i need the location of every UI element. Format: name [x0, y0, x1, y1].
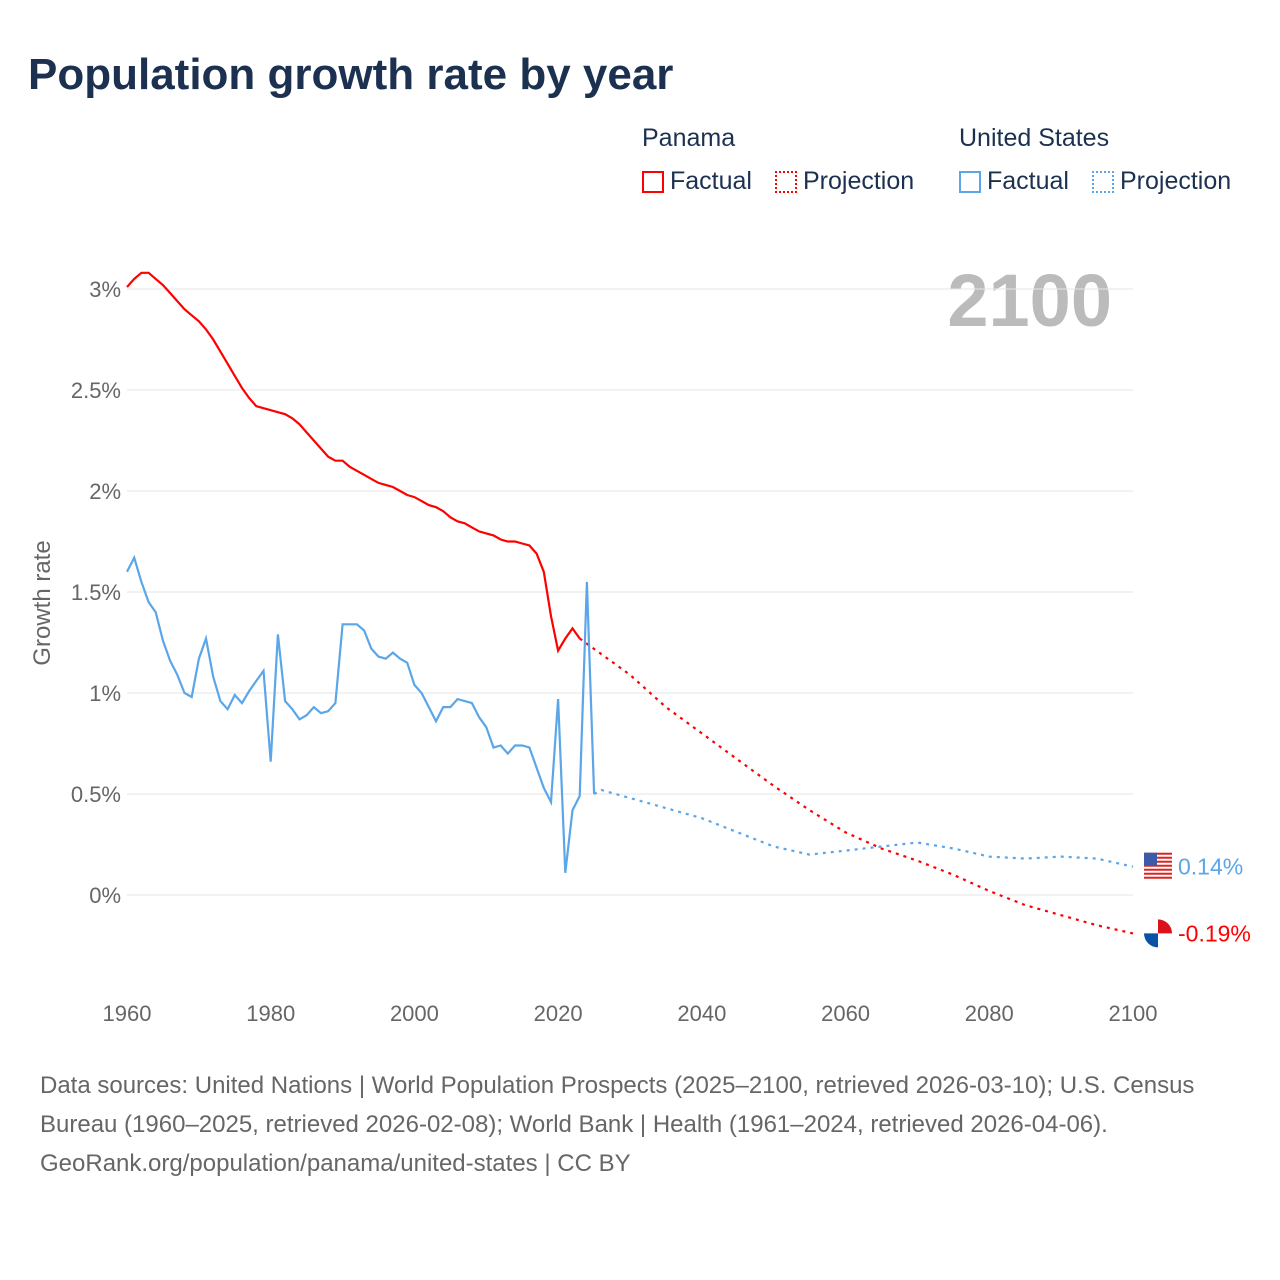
us-flag-stripe — [1144, 872, 1172, 875]
legend-swatch-dotted — [775, 170, 797, 193]
y-axis-label: Growth rate — [29, 540, 56, 665]
legend-swatch-dotted — [1092, 170, 1114, 193]
y-tick-label: 1.5% — [71, 580, 121, 605]
us-end-value-label: 0.14% — [1178, 854, 1243, 880]
us-flag-stripe — [1144, 860, 1172, 863]
source-credit[interactable]: GeoRank.org/population/panama/united-sta… — [40, 1150, 631, 1177]
us-flag-stripe — [1144, 856, 1172, 859]
y-tick-label: 0.5% — [71, 782, 121, 807]
us-flag-stripe — [1144, 868, 1172, 871]
x-tick-label: 2080 — [965, 1001, 1014, 1026]
source-text: Data sources: United Nations | World Pop… — [40, 1072, 1195, 1138]
panama-flag-red — [1158, 919, 1172, 934]
legend-swatch-solid — [642, 170, 664, 193]
legend-group-united-states: United States — [959, 124, 1110, 152]
legend-label: Projection — [803, 167, 915, 195]
x-tick-label: 2020 — [534, 1001, 583, 1026]
y-tick-label: 3% — [89, 277, 121, 302]
legend-us-projection[interactable]: Projection — [1092, 167, 1231, 196]
plot-area: Growth rate 0% 0.5% 1% 1.5% 2% 2.5% 3% 1960 1980… — [29, 271, 1251, 1026]
us-flag-stripe — [1144, 876, 1172, 879]
us-factual-line — [126, 554, 596, 873]
panama-projection-line — [579, 637, 1134, 935]
panama-flag-blue — [1144, 933, 1158, 948]
y-tick-label: 2% — [89, 479, 121, 504]
current-year-label: 2100 — [947, 259, 1112, 342]
y-tick-label: 0% — [89, 883, 121, 908]
panama-factual-line — [126, 271, 581, 654]
source-note: Data sources: United Nations | World Pop… — [40, 1066, 1220, 1183]
legend-panama-factual[interactable]: Factual — [642, 167, 752, 196]
x-tick-label: 2000 — [390, 1001, 439, 1026]
x-tick-label: 1980 — [246, 1001, 295, 1026]
legend-label: Factual — [987, 167, 1069, 195]
legend-us-factual[interactable]: Factual — [959, 167, 1069, 196]
legend-swatch-solid — [959, 170, 981, 193]
panama-end-value-label: -0.19% — [1178, 920, 1251, 946]
y-tick-label: 2.5% — [71, 378, 121, 403]
y-tick-label: 1% — [89, 681, 121, 706]
x-tick-label: 2060 — [821, 1001, 870, 1026]
chart-title: Population growth rate by year — [28, 50, 674, 99]
x-tick-label: 1960 — [103, 1001, 152, 1026]
us-flag-stripe — [1144, 852, 1172, 855]
legend-label: Factual — [670, 167, 752, 195]
x-tick-label: 2040 — [677, 1001, 726, 1026]
us-flag-stripe — [1144, 864, 1172, 867]
legend-group-panama: Panama — [642, 124, 736, 152]
legend-label: Projection — [1120, 167, 1232, 195]
us-projection-line — [593, 788, 1134, 868]
legend-panama-projection[interactable]: Projection — [775, 167, 914, 196]
x-tick-label: 2100 — [1109, 1001, 1158, 1026]
us-flag-canton — [1144, 852, 1157, 866]
